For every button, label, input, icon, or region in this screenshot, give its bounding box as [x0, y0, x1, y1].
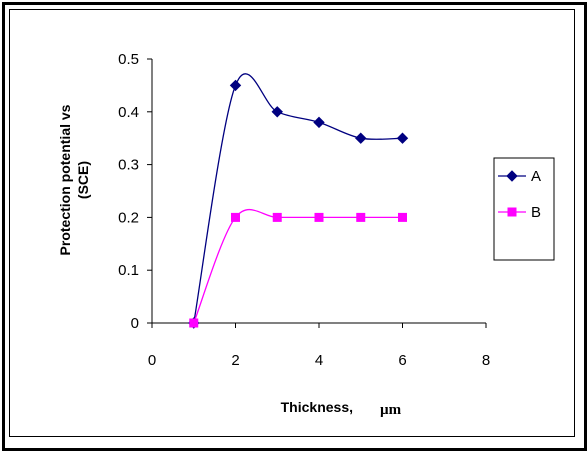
- series-b-point: [231, 212, 240, 222]
- y-tick-label: 0.3: [118, 157, 139, 174]
- y-tick-label: 0.5: [118, 51, 139, 68]
- series-b-line: [193, 209, 403, 324]
- series-a-point: [271, 106, 283, 118]
- x-tick-label: 6: [398, 352, 406, 369]
- tick-labels: 0 0.1 0.2 0.3 0.4 0.5 0 2 4 6 8: [118, 51, 490, 369]
- series-a: [188, 73, 409, 329]
- series-group: [188, 73, 409, 329]
- series-b-point: [189, 318, 199, 328]
- series-a-point: [355, 132, 367, 144]
- axes: [147, 58, 487, 328]
- series-b: [189, 209, 407, 328]
- series-b-point: [398, 212, 407, 222]
- x-tick-label: 8: [482, 352, 490, 369]
- x-axis-unit: µm: [380, 402, 402, 418]
- series-a-point: [229, 79, 242, 92]
- legend-box: [493, 157, 555, 261]
- legend-b-marker: [507, 207, 517, 217]
- y-axis-label-line2: (SCE): [75, 161, 91, 199]
- x-tick-label: 4: [315, 352, 323, 369]
- y-tick-label: 0.4: [118, 104, 139, 121]
- y-tick-label: 0.2: [118, 209, 139, 226]
- legend-a-label: A: [531, 168, 541, 185]
- x-axis-label: Thickness,: [281, 399, 353, 415]
- series-b-point: [356, 212, 366, 222]
- legend-a-marker: [506, 170, 518, 182]
- series-a-line: [193, 73, 403, 324]
- x-tick-label: 0: [148, 352, 156, 369]
- series-b-point: [314, 212, 324, 222]
- series-a-point: [396, 132, 409, 144]
- inner-frame: [9, 9, 575, 437]
- x-tick-label: 2: [231, 352, 239, 369]
- legend-b-label: B: [531, 204, 541, 221]
- y-tick-label: 0.1: [118, 262, 139, 279]
- y-tick-label: 0: [131, 315, 139, 332]
- legend: AB: [493, 157, 555, 261]
- y-axis-label-line1: Protection potential vs: [57, 104, 73, 255]
- series-a-point: [313, 116, 325, 129]
- series-b-point: [272, 212, 282, 222]
